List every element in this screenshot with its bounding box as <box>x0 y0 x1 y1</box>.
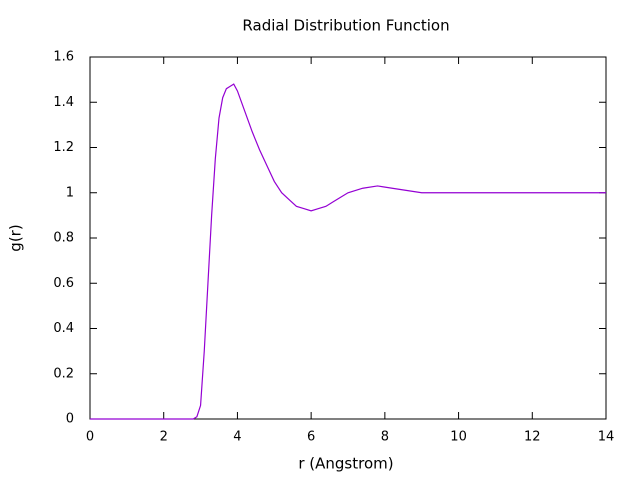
x-tick-label: 6 <box>307 430 315 445</box>
x-tick-label: 0 <box>86 430 94 445</box>
plot-frame <box>89 56 607 420</box>
y-tick-label: 0 <box>66 412 74 427</box>
x-tick-label: 12 <box>524 430 541 445</box>
y-tick-label: 1.6 <box>53 50 74 65</box>
y-tick-label: 0.6 <box>53 276 74 291</box>
x-tick-label: 2 <box>160 430 168 445</box>
x-axis-label: r (Angstrom) <box>298 455 393 473</box>
chart-title: Radial Distribution Function <box>242 17 449 35</box>
data-line <box>90 83 606 420</box>
y-axis-label: g(r) <box>7 224 25 251</box>
y-tick-label: 0.8 <box>53 231 74 246</box>
y-tick-label: 1.2 <box>53 140 74 155</box>
y-tick-label: 0.2 <box>53 366 74 381</box>
x-tick-label: 4 <box>233 430 241 445</box>
y-tick-label: 0.4 <box>53 321 74 336</box>
x-tick-label: 8 <box>381 430 389 445</box>
x-tick-label: 10 <box>450 430 467 445</box>
y-tick-label: 1 <box>66 185 74 200</box>
x-tick-label: 14 <box>598 430 615 445</box>
y-tick-label: 1.4 <box>53 95 74 110</box>
